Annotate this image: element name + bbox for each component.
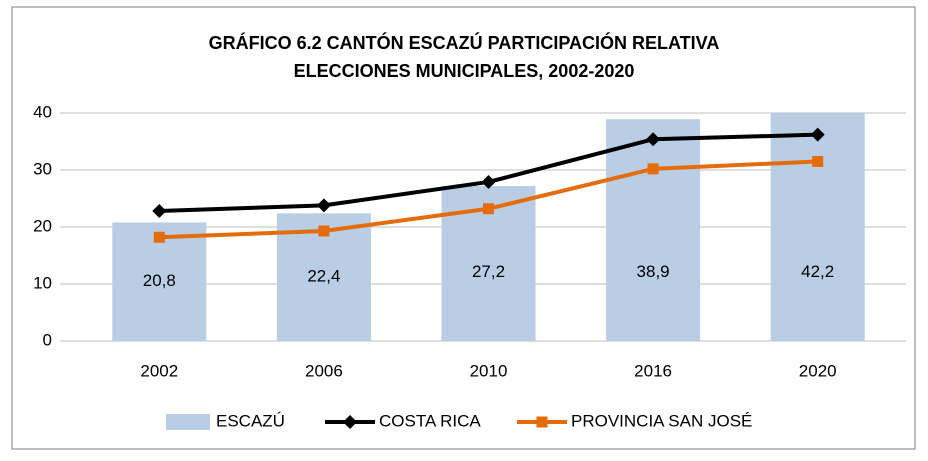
legend-label: PROVINCIA SAN JOSÉ [571, 411, 752, 430]
line-marker [647, 163, 659, 175]
y-tick-label: 20 [33, 216, 52, 235]
line-marker [153, 231, 165, 243]
legend-marker [343, 415, 357, 429]
line-marker [812, 155, 824, 167]
data-label: 42,2 [801, 262, 834, 281]
data-label: 27,2 [472, 262, 505, 281]
legend-label: COSTA RICA [379, 411, 481, 430]
line-marker [810, 127, 825, 142]
line-marker [646, 132, 661, 147]
data-label: 22,4 [307, 267, 340, 286]
x-tick-label: 2010 [470, 361, 508, 380]
bar [606, 119, 701, 341]
line-marker [481, 174, 496, 189]
data-label: 20,8 [143, 271, 176, 290]
x-tick-label: 2020 [799, 361, 837, 380]
legend-label: ESCAZÚ [216, 411, 285, 430]
y-tick-label: 0 [43, 330, 52, 349]
line-marker [152, 204, 167, 219]
legend-swatch [166, 414, 210, 430]
line-marker [318, 225, 330, 237]
chart-subtitle: ELECCIONES MUNICIPALES, 2002-2020 [294, 61, 635, 81]
line-marker [483, 203, 494, 215]
legend-marker [536, 416, 548, 428]
line-marker [316, 198, 331, 213]
data-label: 38,9 [637, 262, 670, 281]
x-tick-label: 2016 [634, 361, 672, 380]
chart-title: GRÁFICO 6.2 CANTÓN ESCAZÚ PARTICIPACIÓN … [209, 32, 720, 53]
x-tick-label: 2006 [305, 361, 343, 380]
y-tick-label: 40 [33, 102, 52, 121]
y-tick-label: 10 [33, 273, 52, 292]
bar [770, 113, 865, 341]
y-tick-label: 30 [33, 159, 52, 178]
x-tick-label: 2002 [140, 361, 178, 380]
